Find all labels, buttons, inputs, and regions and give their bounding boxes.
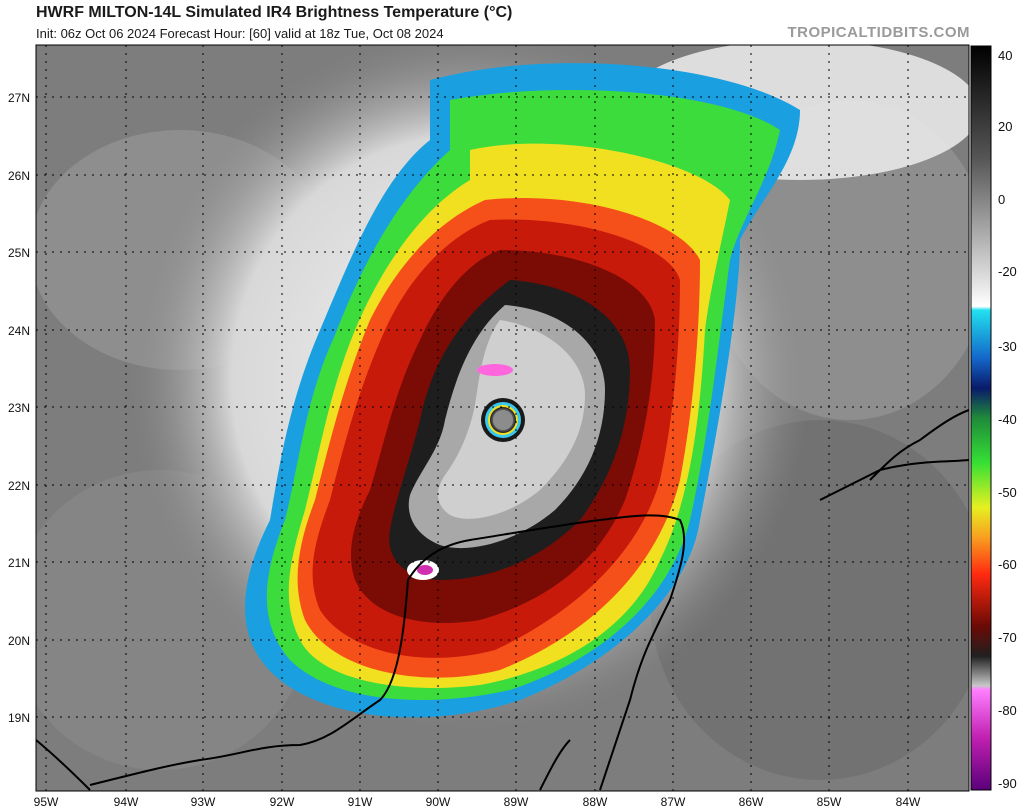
lon-label: 86W <box>739 795 764 809</box>
lon-label: 95W <box>34 795 59 809</box>
colorbar-label: -80 <box>998 703 1017 718</box>
lat-label: 26N <box>8 169 30 183</box>
lon-label: 89W <box>504 795 529 809</box>
lat-label: 20N <box>8 634 30 648</box>
lat-label: 22N <box>8 479 30 493</box>
longitude-labels: 95W 94W 93W 92W 91W 90W 89W 88W 87W 86W … <box>34 795 921 809</box>
colorbar-label: 40 <box>998 48 1012 63</box>
lat-label: 27N <box>8 91 30 105</box>
lon-label: 94W <box>114 795 139 809</box>
lon-label: 91W <box>348 795 373 809</box>
lat-lon-grid <box>36 45 969 791</box>
colorbar-label: -40 <box>998 412 1017 427</box>
colorbar-label: 20 <box>998 119 1012 134</box>
lon-label: 90W <box>426 795 451 809</box>
lon-label: 84W <box>896 795 921 809</box>
colorbar-label: -90 <box>998 776 1017 791</box>
hurricane-eye <box>481 398 525 442</box>
lat-label: 19N <box>8 711 30 725</box>
lon-label: 93W <box>191 795 216 809</box>
temperature-colorbar: 40 20 0 -20 -30 -40 -50 -60 -70 -80 -90 <box>970 45 1017 791</box>
lat-label: 23N <box>8 401 30 415</box>
latitude-labels: 19N 20N 21N 22N 23N 24N 25N 26N 27N <box>8 91 30 725</box>
colorbar-label: 0 <box>998 192 1005 207</box>
colorbar-label: -60 <box>998 557 1017 572</box>
map-title: HWRF MILTON-14L Simulated IR4 Brightness… <box>36 4 513 21</box>
lon-label: 87W <box>661 795 686 809</box>
colorbar-gradient <box>970 45 992 791</box>
lon-label: 92W <box>270 795 295 809</box>
colorbar-label: -50 <box>998 485 1017 500</box>
lat-label: 24N <box>8 324 30 338</box>
colorbar-label: -70 <box>998 630 1017 645</box>
brand-watermark: TROPICALTIDBITS.COM <box>787 24 970 41</box>
lon-label: 85W <box>817 795 842 809</box>
lon-label: 88W <box>583 795 608 809</box>
map-frame <box>35 44 970 792</box>
coastlines <box>36 409 969 791</box>
colorbar-label: -30 <box>998 339 1017 354</box>
forecast-subtitle: Init: 06z Oct 06 2024 Forecast Hour: [60… <box>36 26 444 41</box>
lat-label: 25N <box>8 246 30 260</box>
cold-top-patch <box>477 364 513 376</box>
colorbar-label: -20 <box>998 264 1017 279</box>
map-panel <box>36 45 969 791</box>
lat-label: 21N <box>8 556 30 570</box>
